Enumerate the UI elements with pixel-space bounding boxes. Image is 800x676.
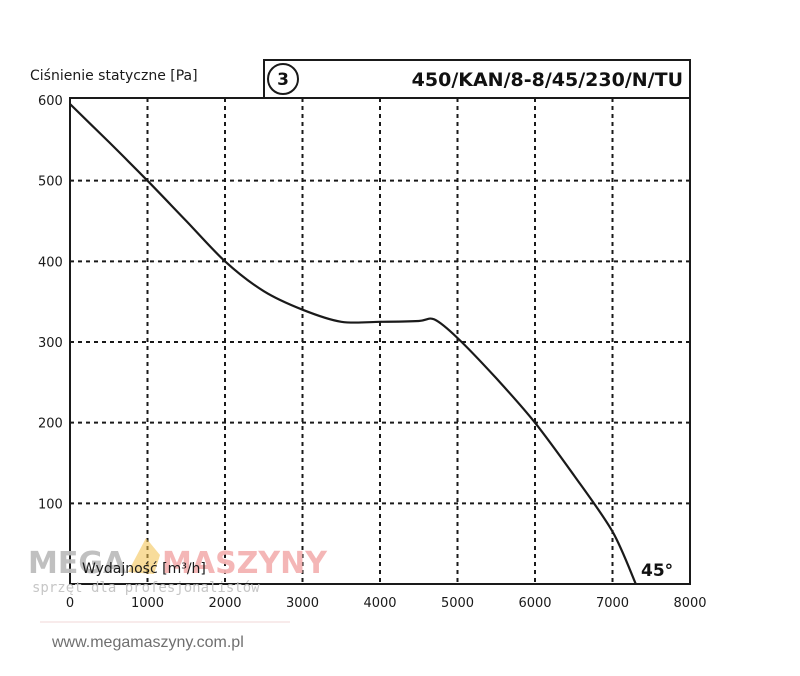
x-tick-label: 7000 [596, 596, 629, 611]
y-tick-label: 600 [38, 94, 63, 109]
watermark-url: www.megamaszyny.com.pl [51, 634, 244, 651]
x-tick-label: 6000 [518, 596, 551, 611]
x-tick-label: 5000 [441, 596, 474, 611]
watermark-brand-left: MEGA [28, 546, 127, 581]
title-box [263, 59, 691, 99]
x-tick-label: 8000 [673, 596, 706, 611]
curve-number-text: 3 [277, 70, 289, 90]
grid-lines [70, 98, 690, 584]
chart-title: 450/KAN/8-8/45/230/N/TU [412, 69, 683, 91]
y-axis-title: Ciśnienie statyczne [Pa] [30, 68, 198, 84]
watermark-logo: MEGA MASZYNY sprzęt dla profesjonalistów [28, 538, 328, 596]
y-tick-label: 200 [38, 417, 63, 432]
y-tick-label: 400 [38, 255, 63, 270]
watermark-brand-right: MASZYNY [162, 546, 328, 581]
y-tick-label: 300 [38, 336, 63, 351]
x-tick-labels: 0 1000 2000 3000 4000 5000 6000 7000 8000 [66, 596, 707, 611]
curve-number-badge [267, 63, 299, 95]
x-tick-label: 3000 [286, 596, 319, 611]
y-tick-labels: 100 200 300 400 500 600 [38, 94, 63, 512]
x-tick-label: 1000 [131, 596, 164, 611]
x-tick-label: 0 [66, 596, 74, 611]
x-axis-title: Wydajność [m³/h] [82, 561, 206, 577]
x-tick-label: 4000 [363, 596, 396, 611]
watermark-tagline: sprzęt dla profesjonalistów [32, 580, 260, 596]
y-tick-label: 500 [38, 175, 63, 190]
watermark-flame-icon [128, 538, 160, 574]
blade-angle-label: 45° [641, 561, 673, 581]
x-tick-label: 2000 [208, 596, 241, 611]
fan-curve-line [69, 103, 637, 585]
y-tick-label: 100 [38, 497, 63, 512]
